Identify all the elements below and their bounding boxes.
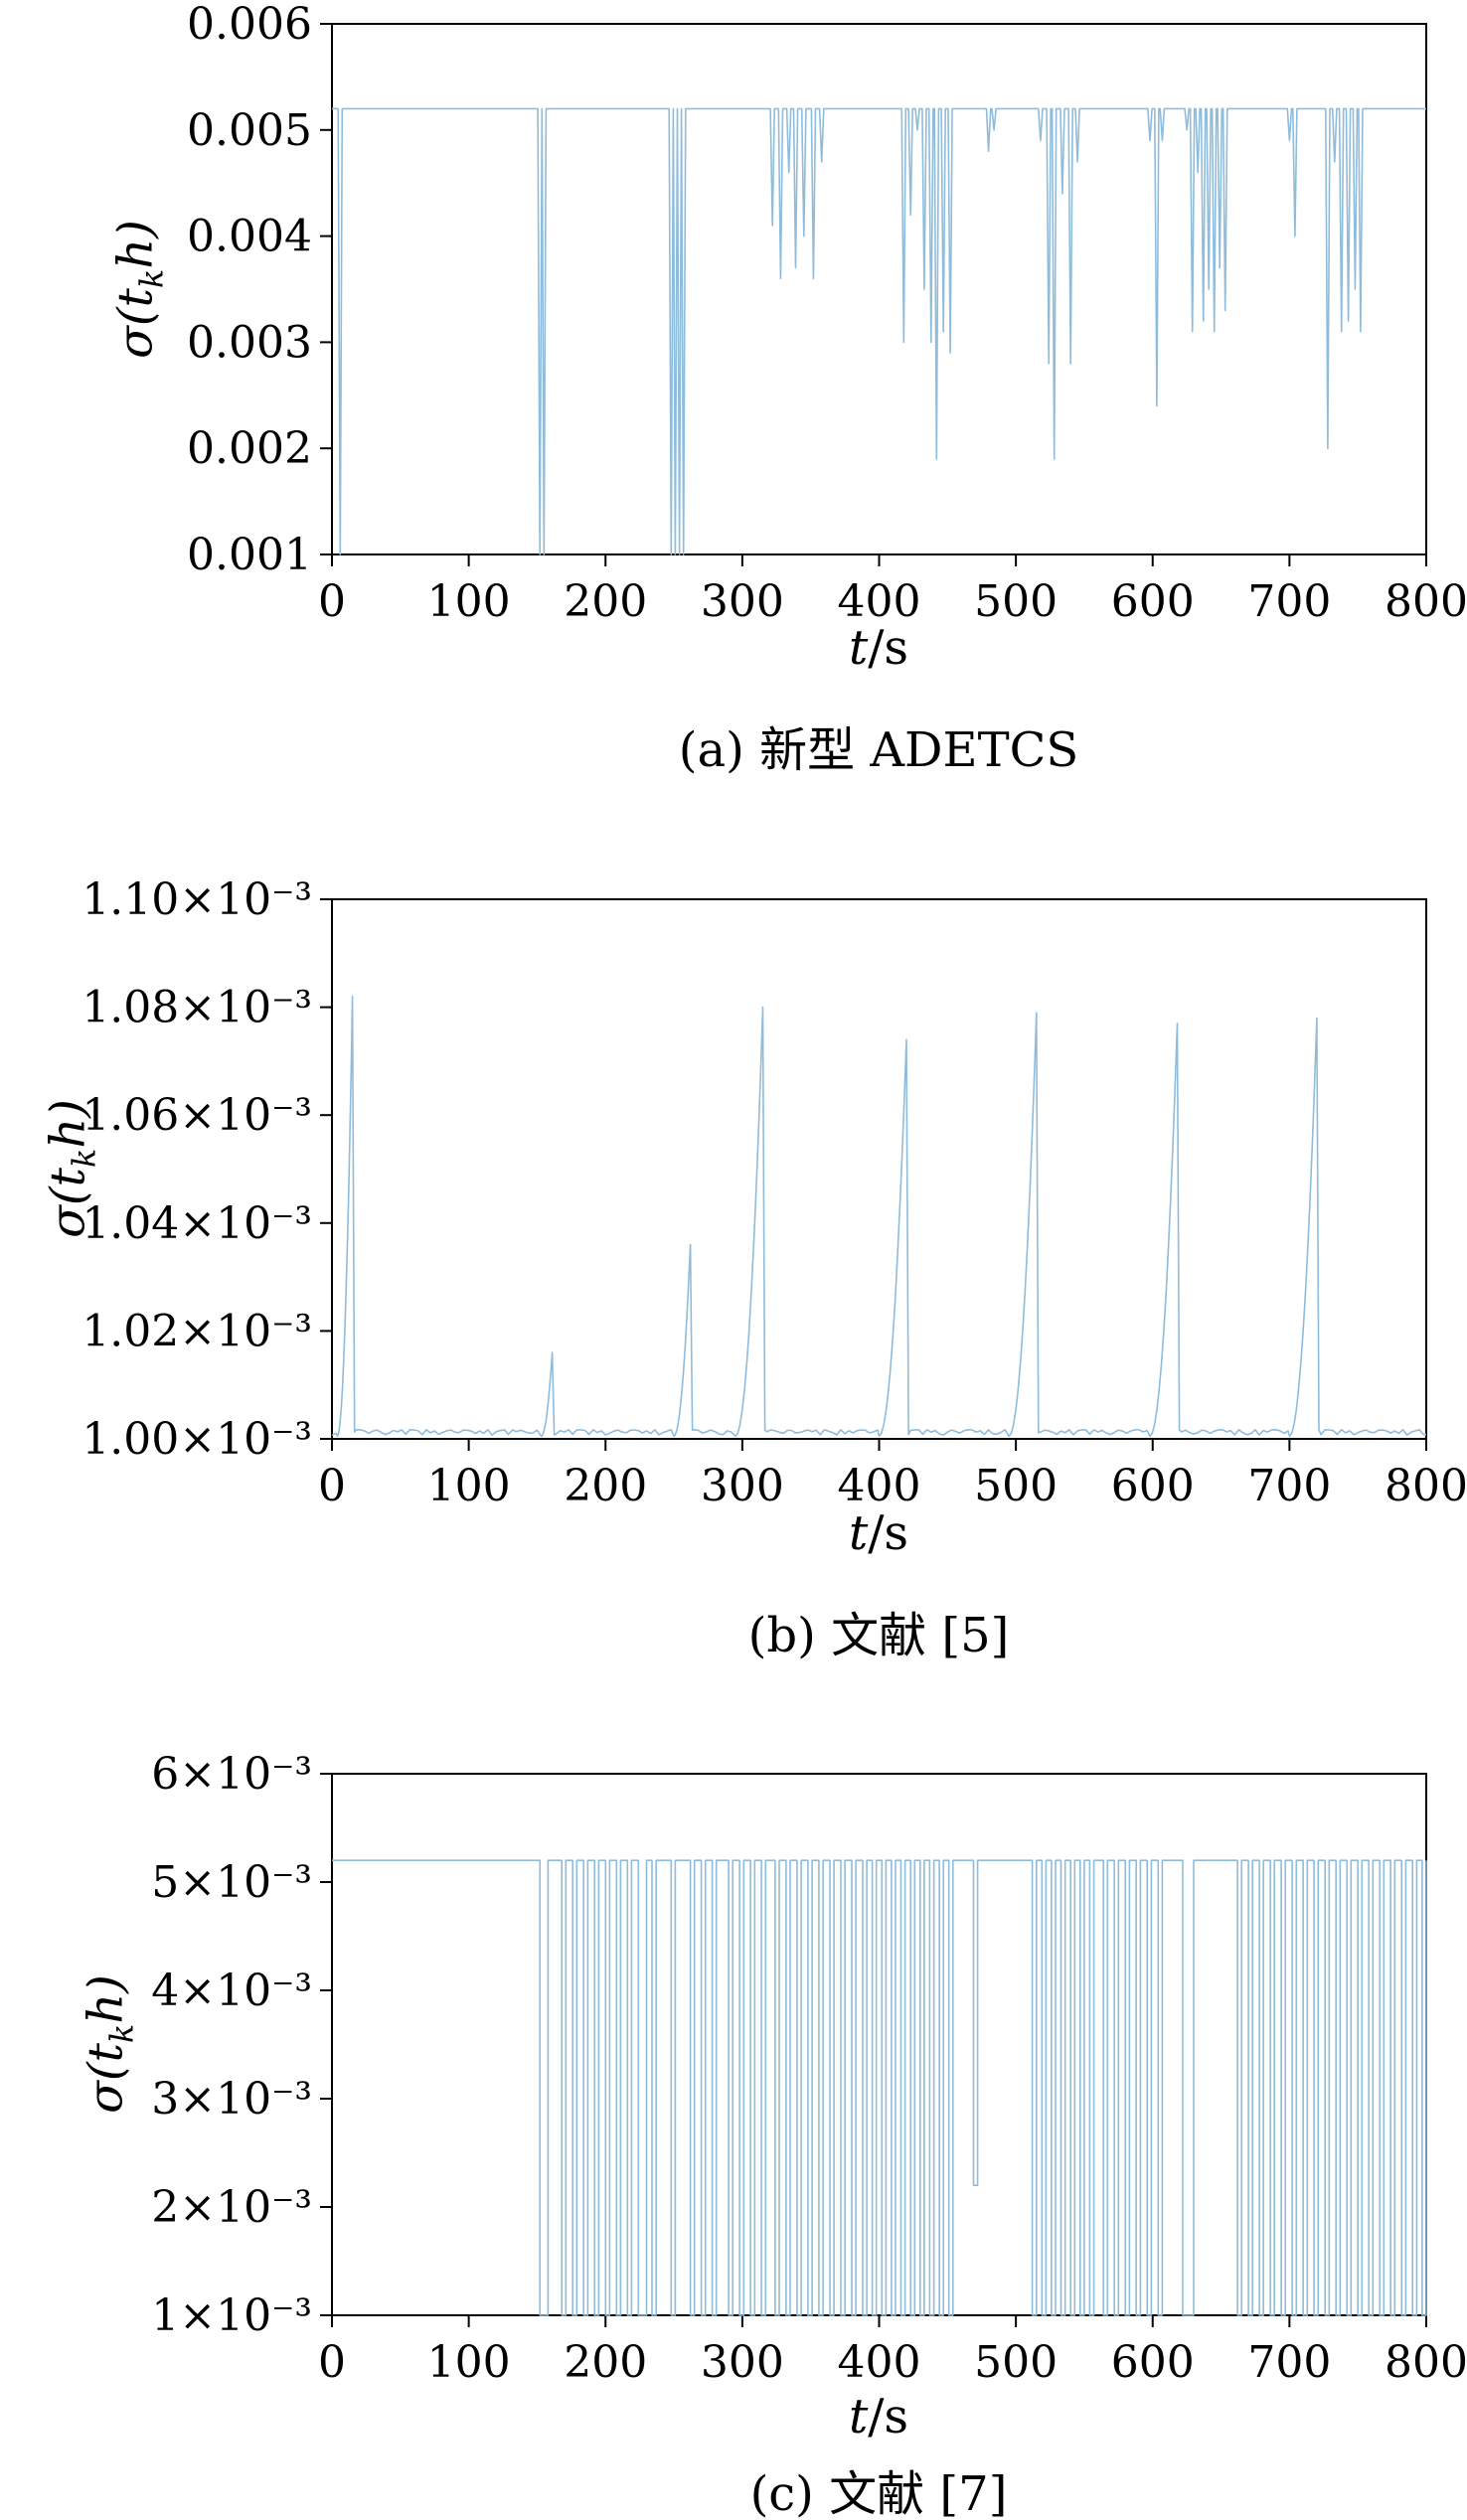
caption-c: (c) 文献 [7] bbox=[749, 2466, 1008, 2520]
svg-text:0.005: 0.005 bbox=[187, 105, 312, 156]
svg-text:300: 300 bbox=[701, 576, 784, 627]
y-axis-label-b: σ(tkh) bbox=[40, 1099, 103, 1238]
svg-text:0: 0 bbox=[318, 2337, 346, 2388]
svg-text:700: 700 bbox=[1247, 2337, 1331, 2388]
svg-text:100: 100 bbox=[427, 1461, 511, 1511]
svg-text:1.00×10⁻³: 1.00×10⁻³ bbox=[82, 1414, 312, 1465]
x-axis-label-c: t/s bbox=[848, 2389, 909, 2444]
svg-text:1.02×10⁻³: 1.02×10⁻³ bbox=[82, 1306, 312, 1356]
x-axis-label-a: t/s bbox=[848, 620, 909, 676]
svg-text:200: 200 bbox=[564, 1461, 647, 1511]
svg-text:3×10⁻³: 3×10⁻³ bbox=[151, 2074, 312, 2125]
caption-a: (a) 新型 ADETCS bbox=[678, 722, 1079, 778]
svg-text:600: 600 bbox=[1111, 576, 1195, 627]
caption-b: (b) 文献 [5] bbox=[747, 1608, 1010, 1663]
svg-text:0.001: 0.001 bbox=[187, 530, 312, 580]
svg-text:400: 400 bbox=[838, 1461, 921, 1511]
svg-text:1.04×10⁻³: 1.04×10⁻³ bbox=[82, 1198, 312, 1249]
svg-text:100: 100 bbox=[427, 2337, 511, 2388]
svg-text:5×10⁻³: 5×10⁻³ bbox=[151, 1857, 312, 1908]
svg-text:0.006: 0.006 bbox=[187, 0, 312, 50]
svg-text:1.10×10⁻³: 1.10×10⁻³ bbox=[82, 874, 312, 925]
svg-text:300: 300 bbox=[701, 1461, 784, 1511]
svg-text:300: 300 bbox=[701, 2337, 784, 2388]
svg-text:400: 400 bbox=[838, 2337, 921, 2388]
svg-text:2×10⁻³: 2×10⁻³ bbox=[151, 2182, 312, 2233]
svg-text:800: 800 bbox=[1385, 1461, 1467, 1511]
svg-text:100: 100 bbox=[427, 576, 511, 627]
svg-text:800: 800 bbox=[1385, 2337, 1467, 2388]
svg-text:400: 400 bbox=[838, 576, 921, 627]
svg-text:0.002: 0.002 bbox=[187, 423, 312, 474]
y-axis-label-a: σ(tkh) bbox=[107, 220, 171, 359]
svg-text:0.003: 0.003 bbox=[187, 317, 312, 368]
svg-text:6×10⁻³: 6×10⁻³ bbox=[151, 1749, 312, 1800]
svg-text:600: 600 bbox=[1111, 1461, 1195, 1511]
svg-text:800: 800 bbox=[1385, 576, 1467, 627]
svg-text:1.08×10⁻³: 1.08×10⁻³ bbox=[82, 983, 312, 1033]
svg-text:600: 600 bbox=[1111, 2337, 1195, 2388]
svg-text:0.004: 0.004 bbox=[187, 212, 312, 262]
svg-text:700: 700 bbox=[1247, 576, 1331, 627]
svg-text:4×10⁻³: 4×10⁻³ bbox=[151, 1966, 312, 2016]
svg-text:1.06×10⁻³: 1.06×10⁻³ bbox=[82, 1090, 312, 1141]
svg-text:0: 0 bbox=[318, 1461, 346, 1511]
svg-text:500: 500 bbox=[974, 576, 1058, 627]
x-axis-label-b: t/s bbox=[848, 1505, 909, 1561]
svg-text:500: 500 bbox=[974, 2337, 1058, 2388]
svg-text:500: 500 bbox=[974, 1461, 1058, 1511]
svg-text:200: 200 bbox=[564, 576, 647, 627]
svg-text:700: 700 bbox=[1247, 1461, 1331, 1511]
svg-text:0: 0 bbox=[318, 576, 346, 627]
svg-text:200: 200 bbox=[564, 2337, 647, 2388]
svg-text:1×10⁻³: 1×10⁻³ bbox=[151, 2290, 312, 2341]
y-axis-label-c: σ(tkh) bbox=[78, 1974, 141, 2114]
